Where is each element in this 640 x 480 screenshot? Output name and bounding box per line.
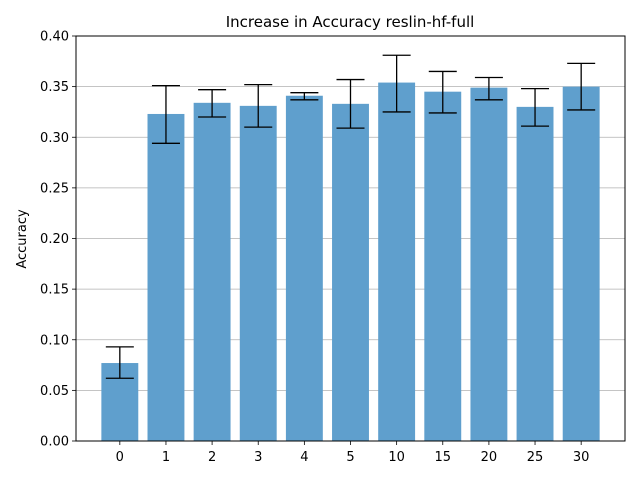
x-tick-label: 30 (573, 450, 590, 465)
error-bar (336, 78, 365, 129)
y-tick-label: 0.05 (40, 384, 69, 399)
error-bar (474, 76, 503, 101)
bar (470, 87, 508, 441)
error-bar (521, 88, 550, 127)
error-bar (382, 54, 411, 113)
bar (239, 105, 277, 442)
bar (193, 102, 231, 441)
y-tick-label: 0.00 (40, 435, 69, 450)
error-bars (105, 54, 596, 379)
x-tick-label: 5 (346, 450, 354, 465)
y-tick-label: 0.35 (40, 80, 69, 95)
bar (424, 91, 462, 441)
error-bar (290, 92, 319, 101)
y-axis-ticks: 0.00 0.05 0.10 0.15 0.20 0.25 0.30 0.35 0.40 (40, 30, 76, 450)
chart-title: Increase in Accuracy reslin-hf-full (226, 13, 475, 31)
y-tick-label: 0.40 (40, 30, 69, 45)
y-tick-label: 0.25 (40, 181, 69, 196)
x-tick-label: 3 (254, 450, 262, 465)
error-bar (428, 70, 457, 114)
x-tick-label: 20 (481, 450, 498, 465)
x-tick-label: 2 (208, 450, 216, 465)
error-bar (151, 84, 180, 144)
bar (516, 106, 554, 441)
bar (285, 95, 323, 442)
bars (101, 82, 600, 442)
error-bar (567, 62, 596, 111)
y-tick-label: 0.30 (40, 131, 69, 146)
x-tick-label: 4 (300, 450, 308, 465)
bar (147, 113, 185, 442)
y-tick-label: 0.15 (40, 283, 69, 298)
error-bar (105, 346, 134, 379)
x-tick-label: 25 (527, 450, 544, 465)
y-tick-label: 0.20 (40, 232, 69, 247)
error-bar (198, 89, 227, 118)
x-tick-label: 0 (116, 450, 124, 465)
x-tick-label: 10 (388, 450, 405, 465)
x-tick-label: 15 (434, 450, 451, 465)
y-tick-label: 0.10 (40, 333, 69, 348)
bar (332, 103, 369, 442)
bar (562, 86, 600, 441)
x-tick-label: 1 (162, 450, 170, 465)
y-axis-label: Accuracy (15, 209, 30, 269)
bar (378, 82, 416, 441)
x-axis-ticks: 0 1 2 3 4 5 10 15 20 25 30 (116, 441, 590, 465)
error-bar (244, 83, 273, 128)
